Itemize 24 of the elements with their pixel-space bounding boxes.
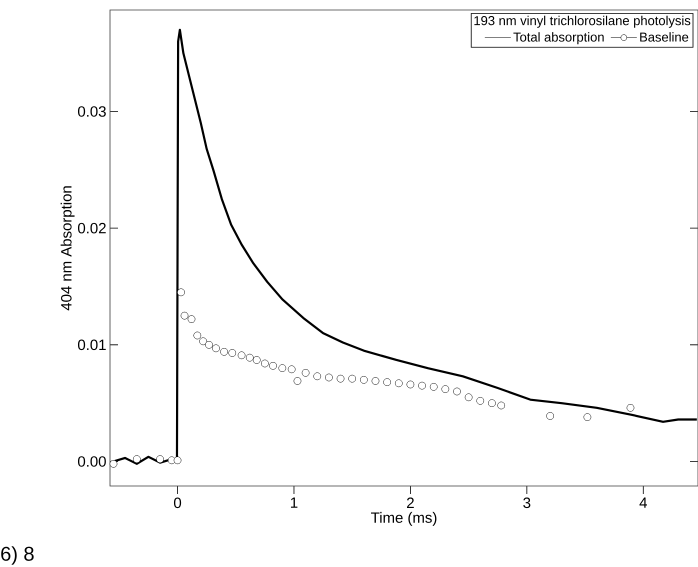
x-tick-label: 0 xyxy=(174,498,182,508)
x-tick-label: 3 xyxy=(523,498,530,508)
point xyxy=(383,378,391,386)
point xyxy=(288,365,296,374)
legend-title: 193 nm vinyl trichlorosilane photolysis xyxy=(474,16,690,28)
point xyxy=(177,288,185,296)
point xyxy=(584,413,592,421)
point xyxy=(453,388,461,396)
point xyxy=(372,377,380,385)
point xyxy=(174,456,182,464)
text: 6) 8 xyxy=(1,546,34,565)
legend-label: Baseline xyxy=(640,32,688,42)
y-tick-label: 0.03 xyxy=(78,106,106,117)
point xyxy=(110,460,118,468)
x-tick-label: 4 xyxy=(639,498,647,508)
x-axis-title: Time (ms) xyxy=(370,512,436,526)
x-tick-label: 1 xyxy=(290,498,298,508)
legend-label: Total absorption xyxy=(513,32,604,44)
point xyxy=(156,455,164,463)
x-tick-label: 2 xyxy=(407,498,414,508)
y-tick-label: 0.00 xyxy=(78,456,106,467)
y-tick-label: 0.02 xyxy=(78,222,106,234)
y-tick-label: 0.01 xyxy=(78,340,106,350)
y-axis-title: 404 nm Absorption xyxy=(60,186,75,310)
